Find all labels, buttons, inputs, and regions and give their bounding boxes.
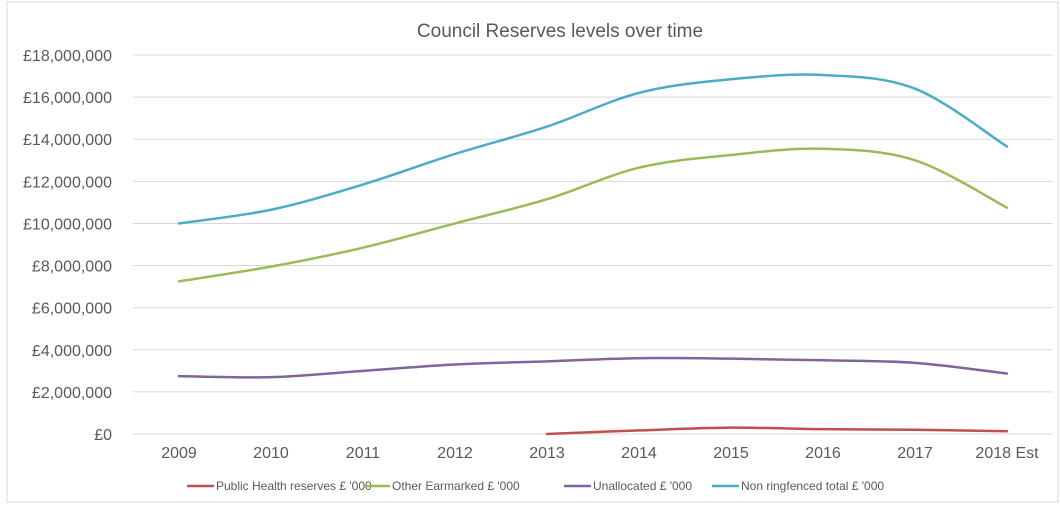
y-tick-label: £4,000,000 xyxy=(32,343,112,360)
y-tick-label: £12,000,000 xyxy=(23,174,112,191)
y-tick-label: £10,000,000 xyxy=(23,216,112,233)
x-axis-ticks: 2009 2010 2011 2012 2013 2014 2015 2016 2017 2018… xyxy=(161,445,1039,462)
y-tick-label: £14,000,000 xyxy=(23,132,112,149)
y-axis-ticks: £0 £2,000,000 £4,000,000 £6,000,000 £8,000,0… xyxy=(23,48,112,444)
legend: Public Health reserves £ '000 Other Earma… xyxy=(187,479,884,493)
legend-label: Non ringfenced total £ '000 xyxy=(741,479,884,493)
x-tick-label: 2012 xyxy=(437,445,473,462)
series-lines xyxy=(177,73,1009,436)
x-tick-label: 2013 xyxy=(529,445,565,462)
legend-label: Other Earmarked £ '000 xyxy=(392,479,520,493)
x-tick-label: 2018 Est xyxy=(975,445,1039,462)
x-tick-label: 2011 xyxy=(346,445,381,462)
x-tick-label: 2017 xyxy=(897,445,933,462)
y-tick-label: £6,000,000 xyxy=(32,301,112,318)
chart-border xyxy=(6,1,1059,503)
x-tick-label: 2016 xyxy=(805,445,841,462)
legend-label: Unallocated £ '000 xyxy=(593,479,692,493)
series-line xyxy=(545,426,1009,436)
series-line xyxy=(177,73,1009,225)
legend-label: Public Health reserves £ '000 xyxy=(216,479,372,493)
y-tick-label: £2,000,000 xyxy=(32,385,112,402)
x-tick-label: 2010 xyxy=(253,445,289,462)
gridlines xyxy=(133,54,1053,435)
chart-title: Council Reserves levels over time xyxy=(417,21,703,42)
y-tick-label: £16,000,000 xyxy=(23,90,112,107)
y-tick-label: £8,000,000 xyxy=(32,259,112,276)
y-tick-label: £0 xyxy=(94,427,112,444)
series-line xyxy=(177,147,1009,283)
y-tick-label: £18,000,000 xyxy=(23,48,112,65)
x-tick-label: 2015 xyxy=(713,445,749,462)
x-tick-label: 2009 xyxy=(161,445,197,462)
x-tick-label: 2014 xyxy=(621,445,657,462)
series-line xyxy=(177,356,1009,379)
